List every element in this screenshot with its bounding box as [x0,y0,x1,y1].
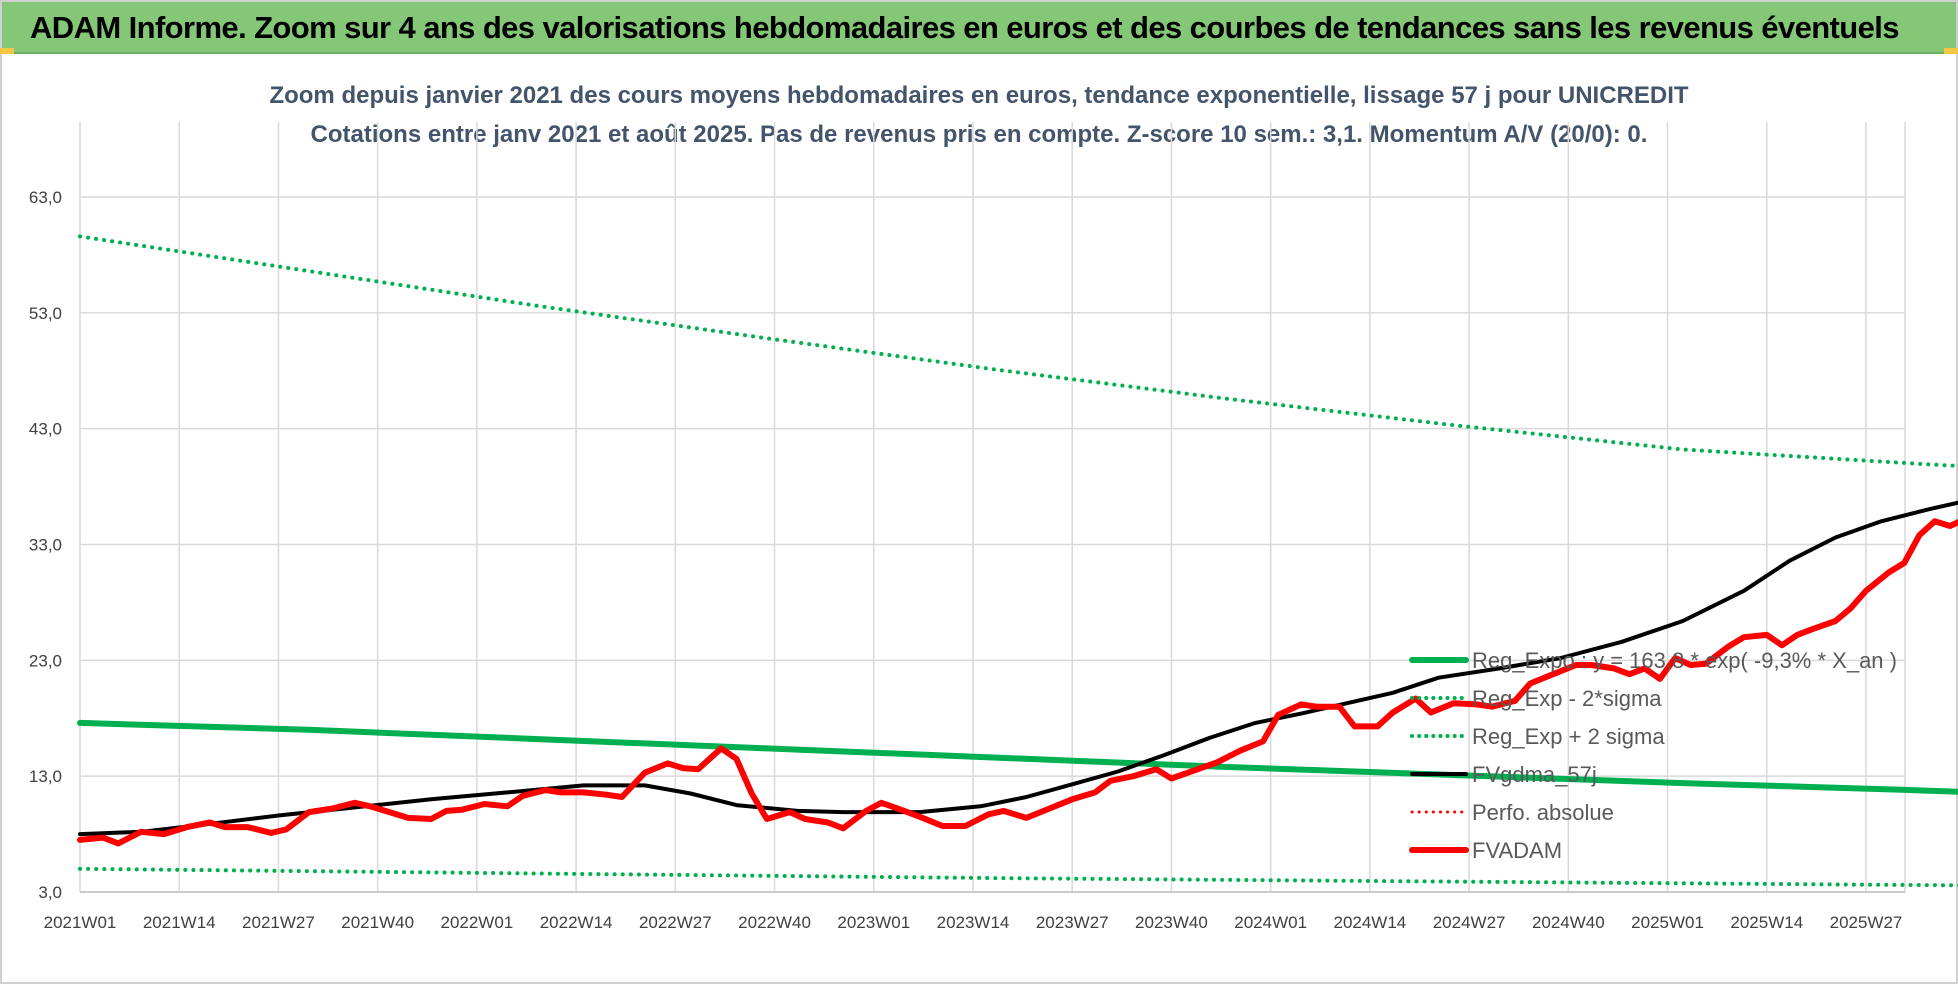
x-tick-label: 2022W01 [440,913,513,932]
x-tick-label: 2025W27 [1830,913,1903,932]
legend-label: FVgdma_57j [1472,762,1597,787]
series-line-reg-exp [78,866,1958,888]
x-tick-label: 2024W01 [1234,913,1307,932]
x-tick-label: 2021W40 [341,913,414,932]
legend-label: FVADAM [1472,838,1562,863]
legend-label: Perfo. absolue [1472,800,1614,825]
header-banner: ADAM Informe. Zoom sur 4 ans des valoris… [2,2,1956,54]
chart-grid [79,122,1906,893]
x-tick-label: 2024W40 [1532,913,1605,932]
x-tick-label: 2025W01 [1631,913,1704,932]
y-axis: 3,0 13,0 23,0 33,0 43,0 53,0 63,0 [29,188,62,902]
x-tick-label: 2023W14 [937,913,1010,932]
x-tick-label: 2024W14 [1333,913,1406,932]
series-line-reg-expo [77,719,1958,795]
y-tick-label: 53,0 [29,304,62,323]
legend-label: Reg_Expo : y = 163,8 * exp( -9,3% * X_an… [1472,648,1897,673]
series-line-fvgdma-57j [78,500,1958,837]
chart-series [77,234,1958,888]
corner-mark-left [0,48,14,54]
x-tick-label: 2021W01 [44,913,117,932]
x-tick-label: 2022W14 [540,913,613,932]
chart-title-line1: Zoom depuis janvier 2021 des cours moyen… [269,82,1688,109]
legend-label: Reg_Exp - 2*sigma [1472,686,1662,711]
x-tick-label: 2023W01 [837,913,910,932]
legend-label: Reg_Exp + 2 sigma [1472,724,1665,749]
chart-legend: Reg_Expo : y = 163,8 * exp( -9,3% * X_an… [1409,648,1897,863]
y-tick-label: 3,0 [38,883,62,902]
chart-title-line2: Cotations entre janv 2021 et août 2025. … [311,121,1648,148]
y-tick-label: 23,0 [29,651,62,670]
corner-mark-right [1944,48,1958,54]
y-tick-label: 63,0 [29,188,62,207]
x-tick-label: 2023W40 [1135,913,1208,932]
x-tick-label: 2021W14 [143,913,216,932]
series-line-reg-exp [78,234,1958,468]
y-tick-label: 13,0 [29,767,62,786]
x-tick-label: 2022W40 [738,913,811,932]
banner-title: ADAM Informe. Zoom sur 4 ans des valoris… [30,10,1900,45]
x-tick-label: 2021W27 [242,913,315,932]
series-line-fvadam [77,518,1958,847]
y-tick-label: 33,0 [29,536,62,555]
x-axis: 2021W01 2021W14 2021W27 2021W40 2022W01 2022W… [44,913,1903,932]
x-tick-label: 2023W27 [1036,913,1109,932]
x-tick-label: 2022W27 [639,913,712,932]
y-tick-label: 43,0 [29,420,62,439]
x-tick-label: 2025W14 [1730,913,1803,932]
x-tick-label: 2024W27 [1433,913,1506,932]
